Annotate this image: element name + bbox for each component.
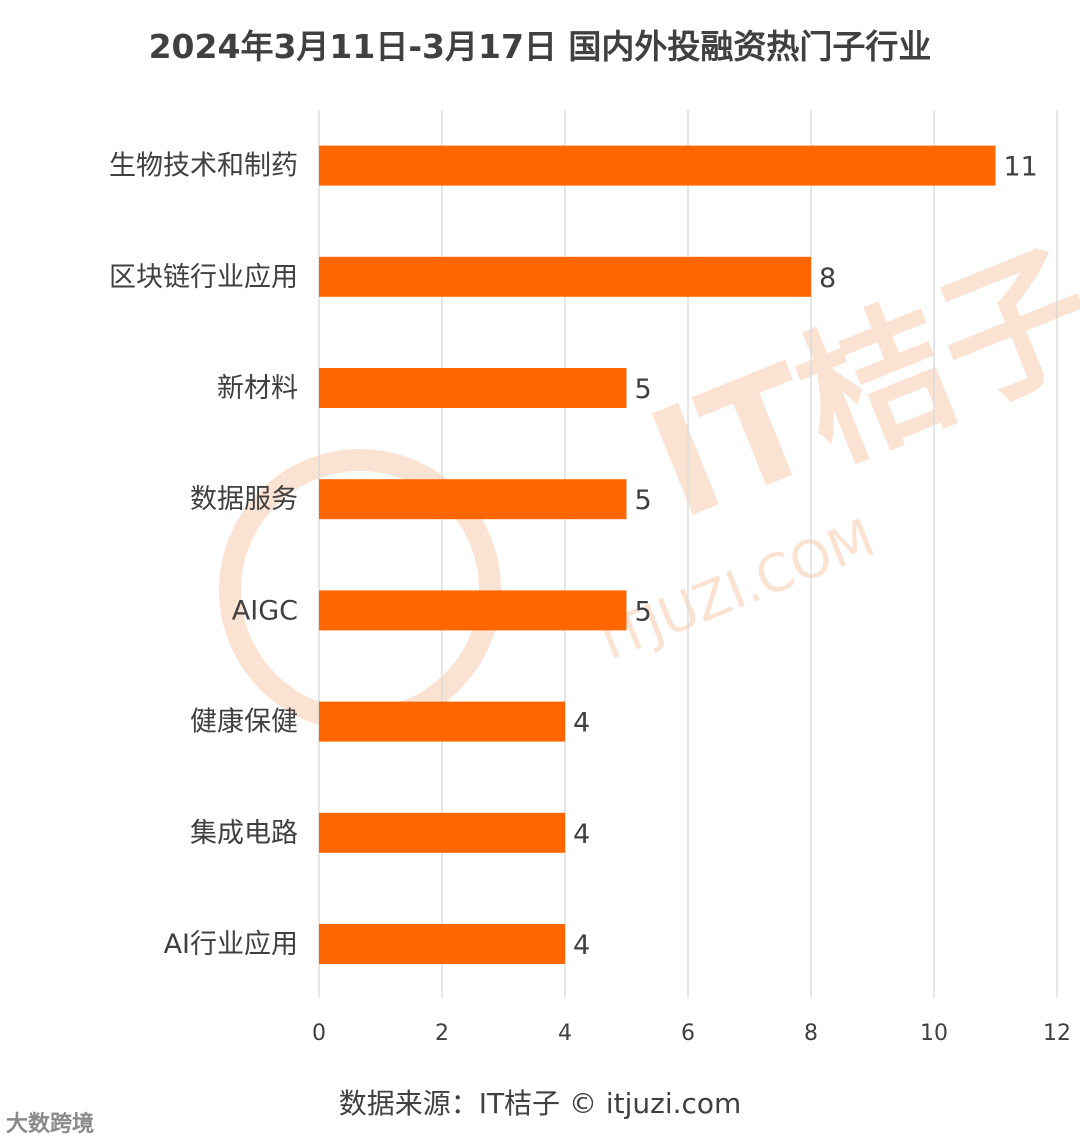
x-tick-label: 8 <box>804 1021 818 1046</box>
x-axis-ticks: 0 2 4 6 8 10 12 <box>312 1021 1071 1046</box>
data-labels: 11 8 5 5 5 4 4 4 <box>573 152 1038 961</box>
x-tick-label: 10 <box>920 1021 948 1046</box>
x-tick-label: 2 <box>435 1021 449 1046</box>
data-label: 4 <box>573 930 590 961</box>
bar <box>319 145 996 186</box>
data-label: 5 <box>635 374 652 405</box>
chart-title: 2024年3月11日-3月17日 国内外投融资热门子行业 <box>148 27 932 66</box>
bar <box>319 924 565 964</box>
x-tick-label: 6 <box>681 1021 695 1046</box>
category-label: AI行业应用 <box>164 929 298 960</box>
bar <box>319 368 627 408</box>
category-label: 集成电路 <box>190 818 298 849</box>
data-label: 8 <box>819 263 836 294</box>
category-label: 数据服务 <box>190 484 298 515</box>
bar <box>319 701 565 742</box>
data-label: 5 <box>635 596 652 627</box>
category-label: 健康保健 <box>190 707 298 738</box>
bar <box>319 256 811 297</box>
category-label: 生物技术和制药 <box>109 151 298 182</box>
bar <box>319 590 627 631</box>
x-tick-label: 12 <box>1043 1021 1071 1046</box>
data-label: 4 <box>573 708 590 739</box>
bar <box>319 479 627 520</box>
data-source-note: 数据来源：IT桔子 © itjuzi.com <box>338 1087 742 1120</box>
category-label: 区块链行业应用 <box>109 262 298 293</box>
bar <box>319 812 565 853</box>
x-tick-label: 4 <box>558 1021 572 1046</box>
data-label: 4 <box>573 819 590 850</box>
x-tick-label: 0 <box>312 1021 326 1046</box>
bars <box>319 145 996 964</box>
category-label: AIGC <box>232 595 298 626</box>
data-label: 11 <box>1004 152 1038 183</box>
data-label: 5 <box>635 485 652 516</box>
gridlines <box>318 110 1058 998</box>
corner-watermark: 大数跨境 <box>6 1112 95 1137</box>
category-label: 新材料 <box>217 373 298 404</box>
